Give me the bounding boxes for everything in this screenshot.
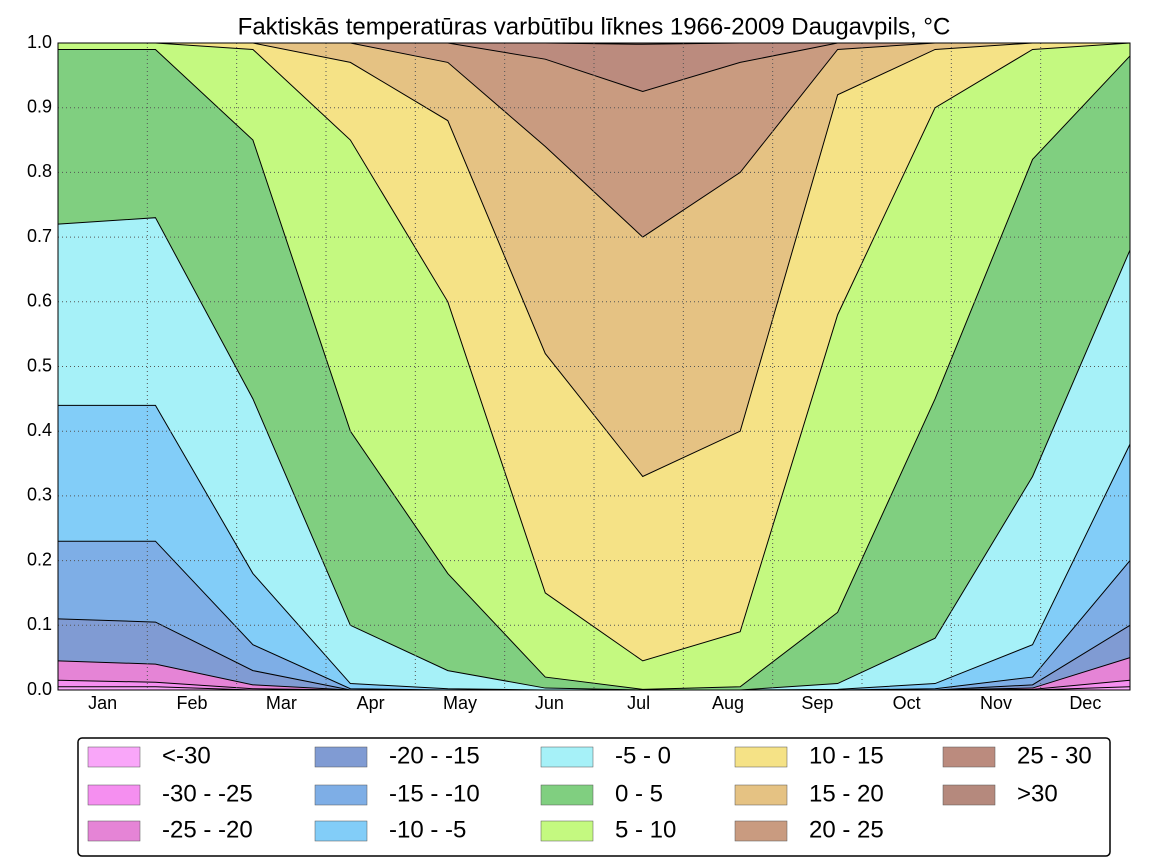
legend-label: 5 - 10 xyxy=(615,816,676,843)
legend-swatch xyxy=(942,784,996,806)
x-tick-label: Mar xyxy=(266,693,297,713)
area-fill xyxy=(58,49,1130,691)
area-boundary xyxy=(58,42,1131,662)
legend-label: -15 - -10 xyxy=(389,780,480,807)
legend-label: -30 - -25 xyxy=(162,780,253,807)
y-tick-label: 0.6 xyxy=(27,291,52,311)
legend-label: -25 - -20 xyxy=(162,816,253,843)
legend-swatch xyxy=(734,820,788,842)
y-tick-label: 1.0 xyxy=(27,32,52,52)
legend-label: 15 - 20 xyxy=(809,780,884,807)
y-tick-label: 0.4 xyxy=(27,420,52,440)
legend-label: >30 xyxy=(1017,780,1058,807)
x-tick-label: Dec xyxy=(1069,693,1101,713)
x-tick-label: Sep xyxy=(801,693,833,713)
legend-label: -10 - -5 xyxy=(389,816,466,843)
x-tick-label: Oct xyxy=(893,693,921,713)
legend-swatch xyxy=(734,746,788,768)
y-tick-label: 0.7 xyxy=(27,226,52,246)
legend-swatch xyxy=(540,746,594,768)
legend-label: 10 - 15 xyxy=(809,742,884,769)
legend-label: 20 - 25 xyxy=(809,816,884,843)
legend-swatch xyxy=(314,746,368,768)
x-tick-label: Nov xyxy=(980,693,1012,713)
legend-label: <-30 xyxy=(162,742,211,769)
area-fill xyxy=(58,43,1130,661)
legend-swatch xyxy=(734,784,788,806)
area-fill xyxy=(58,405,1130,690)
legend-label: 25 - 30 xyxy=(1017,742,1092,769)
legend-swatch xyxy=(942,746,996,768)
legend-label: 0 - 5 xyxy=(615,780,663,807)
chart-title: Faktiskās temperatūras varbūtību līknes … xyxy=(238,13,951,40)
y-tick-label: 0.5 xyxy=(27,355,52,375)
legend-swatch xyxy=(87,746,141,768)
x-tick-label: Feb xyxy=(176,693,207,713)
legend-label: -5 - 0 xyxy=(615,742,671,769)
legend-swatch xyxy=(314,784,368,806)
x-tick-label: Jul xyxy=(627,693,650,713)
y-tick-label: 0.3 xyxy=(27,485,52,505)
y-tick-label: 0.0 xyxy=(27,679,52,699)
plot-frame xyxy=(57,42,1131,691)
x-tick-label: Aug xyxy=(712,693,744,713)
x-tick-label: Jun xyxy=(535,693,564,713)
y-tick-label: 0.8 xyxy=(27,161,52,181)
legend-swatch xyxy=(540,784,594,806)
legend-swatch xyxy=(87,820,141,842)
legend-swatch xyxy=(540,820,594,842)
legend-label: -20 - -15 xyxy=(389,742,480,769)
y-tick-label: 0.2 xyxy=(27,549,52,569)
legend-swatch xyxy=(87,784,141,806)
x-tick-label: Apr xyxy=(357,693,385,713)
y-tick-label: 0.1 xyxy=(27,614,52,634)
area-fill xyxy=(58,43,1130,238)
area-fill xyxy=(58,541,1130,690)
y-tick-label: 0.9 xyxy=(27,96,52,116)
x-tick-label: Jan xyxy=(88,693,117,713)
legend-swatch xyxy=(314,820,368,842)
x-tick-label: May xyxy=(443,693,477,713)
